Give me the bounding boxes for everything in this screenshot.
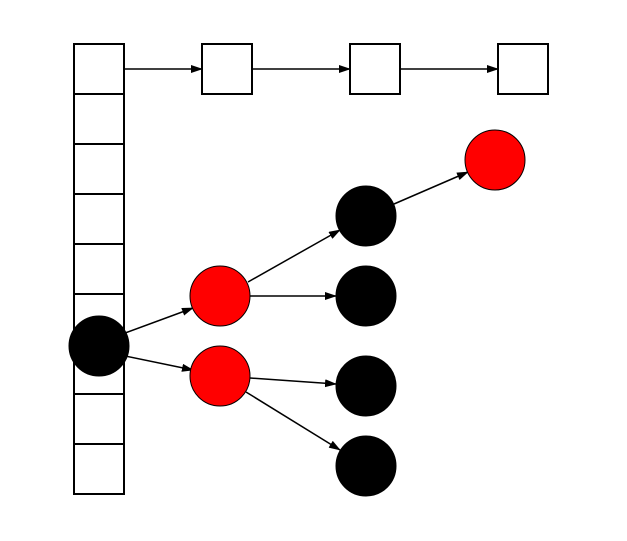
- edges-layer: [124, 69, 498, 450]
- stack-cell: [74, 144, 124, 194]
- stack-cell: [74, 44, 124, 94]
- diagram-canvas: [0, 0, 627, 541]
- tree-node: [465, 130, 525, 190]
- tree-node: [336, 356, 396, 416]
- stack-cell: [74, 194, 124, 244]
- tree-nodes: [69, 130, 525, 496]
- row-box: [350, 44, 400, 94]
- edge-arrow: [125, 356, 193, 370]
- tree-node: [69, 316, 129, 376]
- row-box: [202, 44, 252, 94]
- stack-cell: [74, 94, 124, 144]
- stack-cell: [74, 444, 124, 494]
- tree-node: [190, 266, 250, 326]
- stack-cells: [74, 44, 124, 494]
- edge-arrow: [248, 230, 340, 282]
- edge-arrow: [246, 392, 340, 450]
- stack-cell: [74, 394, 124, 444]
- tree-node: [336, 186, 396, 246]
- tree-node: [336, 266, 396, 326]
- stack-cell: [74, 244, 124, 294]
- edge-arrow: [394, 172, 468, 204]
- row-box: [498, 44, 548, 94]
- tree-node: [336, 436, 396, 496]
- edge-arrow: [250, 378, 336, 384]
- edge-arrow: [125, 308, 193, 333]
- tree-node: [190, 346, 250, 406]
